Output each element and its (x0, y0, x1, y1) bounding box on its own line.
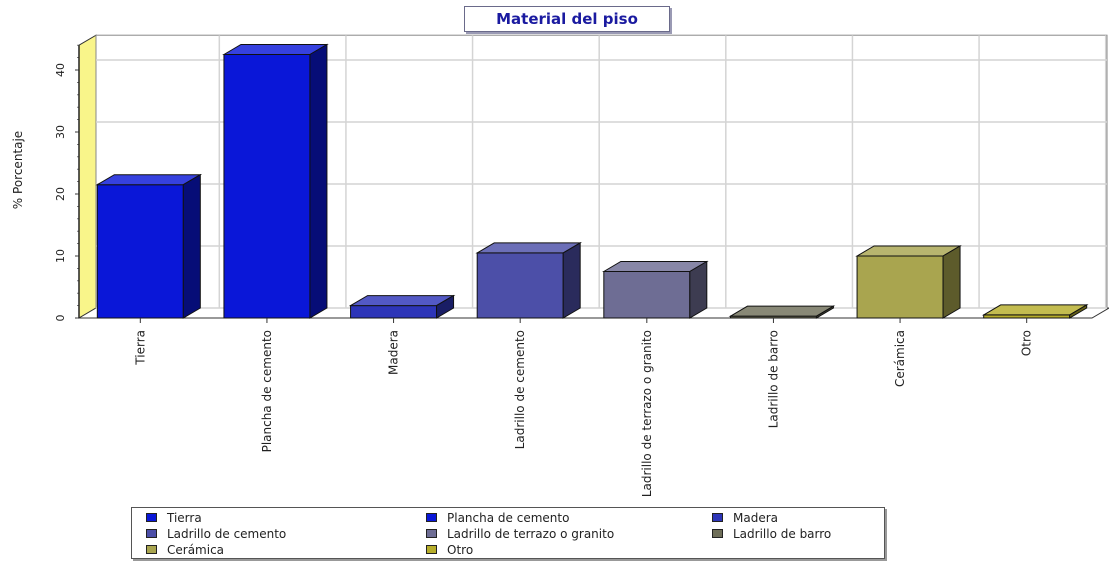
x-tick-label: Madera (387, 330, 401, 375)
legend-label: Tierra (167, 510, 202, 525)
legend-item: Tierra (146, 510, 202, 525)
bar-top (95, 174, 203, 186)
legend-label: Plancha de cemento (447, 510, 570, 525)
legend-swatch (146, 545, 157, 554)
x-tick-label: Ladrillo de cemento (513, 330, 527, 449)
bar (856, 255, 944, 319)
bar-side (1069, 304, 1088, 319)
bar-top (475, 242, 583, 254)
bar (350, 305, 438, 319)
x-tick-label: Tierra (133, 330, 147, 366)
legend-item: Ladrillo de terrazo o granito (426, 526, 614, 541)
legend-label: Ladrillo de terrazo o granito (447, 526, 615, 541)
legend-item: Ladrillo de cemento (146, 526, 286, 541)
chart-legend: Tierra Plancha de cemento Madera Ladrillo d… (131, 507, 885, 559)
legend-label: Otro (447, 542, 474, 557)
y-tick-label: 10 (54, 249, 67, 263)
legend-label: Madera (733, 510, 778, 525)
bar-top (348, 295, 456, 307)
legend-item: Cerámica (146, 542, 224, 557)
bar-top (728, 305, 836, 317)
bar-side (815, 305, 834, 319)
bar-top (601, 261, 709, 272)
legend-item: Otro (426, 542, 473, 557)
side-wall (78, 34, 97, 319)
x-tick-label: Otro (1020, 330, 1034, 356)
bar-side (562, 242, 581, 319)
legend-swatch (426, 529, 437, 538)
bar (96, 184, 184, 319)
bar (476, 252, 564, 319)
bar-side (182, 173, 201, 319)
chart-title: Material del piso (496, 10, 638, 28)
y-tick-label: 20 (54, 187, 67, 201)
bar-chart: 0 10 20 30 40 % Porcentaje Tierra Plancha de ce… (11, 34, 1109, 497)
legend-swatch (146, 529, 157, 538)
x-tick-label: Plancha de cemento (260, 330, 274, 452)
bar-side (942, 245, 961, 319)
bar-side (689, 260, 708, 319)
legend-swatch (426, 545, 437, 554)
legend-label: Ladrillo de cemento (167, 526, 287, 541)
legend-swatch (146, 513, 157, 522)
bar-top (981, 304, 1089, 316)
bar-side (436, 294, 455, 319)
legend-swatch (426, 513, 437, 522)
y-axis-label: % Porcentaje (11, 131, 25, 209)
x-tick-label: Cerámica (893, 330, 907, 387)
legend-label: Cerámica (167, 542, 225, 557)
x-tick-label: Ladrillo de barro (766, 330, 780, 428)
chart-title-box: Material del piso (464, 6, 670, 32)
legend-item: Madera (712, 510, 778, 525)
x-tick-label: Ladrillo de terrazo o granito (640, 330, 654, 497)
y-tick-label: 0 (54, 315, 67, 322)
legend-label: Ladrillo de barro (733, 526, 832, 541)
y-tick-label: 30 (54, 125, 67, 139)
y-tick-label: 40 (54, 63, 67, 77)
legend-item: Plancha de cemento (426, 510, 569, 525)
legend-item: Ladrillo de barro (712, 526, 831, 541)
bar (223, 54, 311, 319)
legend-swatch (712, 513, 723, 522)
bar (603, 271, 691, 319)
bar-side (309, 43, 328, 319)
bar-top (855, 245, 962, 257)
legend-swatch (712, 529, 723, 538)
bar-top (222, 44, 329, 55)
